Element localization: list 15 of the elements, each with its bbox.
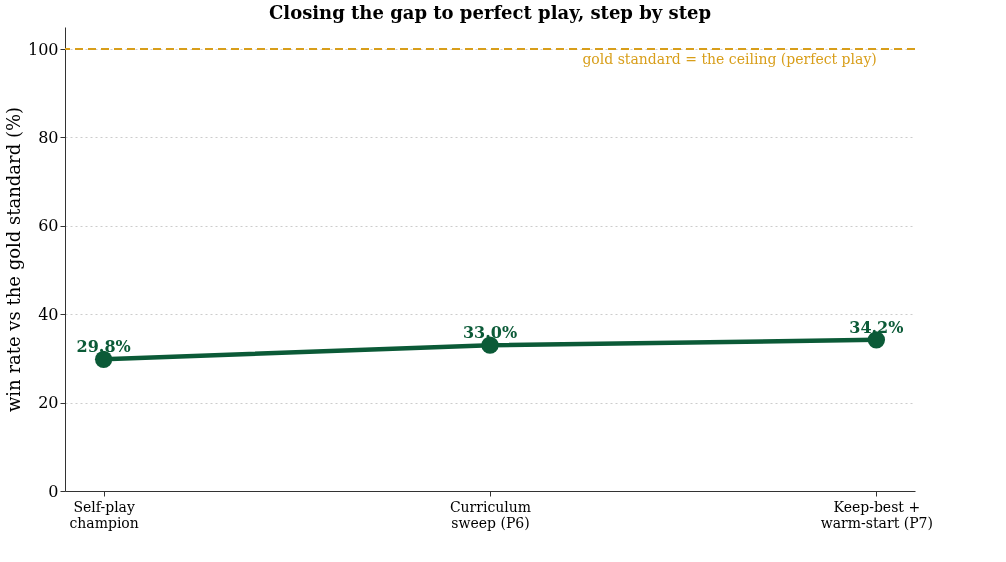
chart-title: Closing the gap to perfect play, step by step [268, 2, 712, 23]
x-tick-label: Self-play champion [69, 498, 139, 531]
y-tick-label: 0 [48, 481, 59, 501]
y-tick-label: 40 [38, 304, 59, 324]
data-label: 33.0% [462, 323, 518, 343]
x-tick-label: Keep-best + warm-start (P7) [820, 498, 933, 531]
ref-line-label: gold standard = the ceiling (perfect play) [582, 51, 877, 68]
y-tick-label: 80 [38, 127, 59, 147]
data-label: 29.8% [76, 337, 131, 357]
y-tick-label: 60 [38, 216, 59, 236]
y-tick-label: 100 [27, 39, 59, 59]
y-tick-label: 20 [38, 393, 59, 413]
data-label: 34.2% [849, 317, 904, 337]
x-tick-label: Curriculum sweep (P6) [449, 498, 532, 531]
y-axis-title: win rate vs the gold standard (%) [2, 106, 24, 413]
